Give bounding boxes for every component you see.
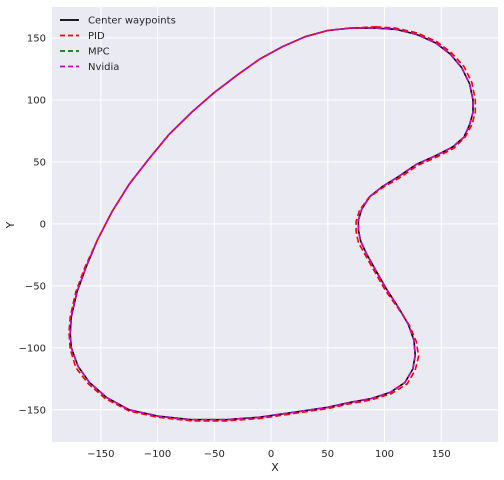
x-axis-label: X — [271, 461, 279, 474]
x-tick-label: 50 — [321, 449, 334, 460]
y-tick-label: −50 — [25, 281, 46, 292]
series-line-nvidia — [69, 27, 474, 421]
x-tick-label: 0 — [268, 449, 274, 460]
series-layer — [68, 26, 477, 422]
legend-entry-label: MPC — [88, 47, 110, 58]
y-tick-label: 100 — [27, 95, 46, 106]
y-tick-label: 150 — [27, 33, 46, 44]
plot-background — [52, 7, 498, 442]
x-tick-label: −50 — [204, 449, 225, 460]
x-tick-label: −150 — [87, 449, 114, 460]
legend-entry-label: Nvidia — [88, 62, 119, 73]
x-tick-label: 100 — [375, 449, 394, 460]
y-tick-label: −150 — [19, 405, 46, 416]
legend-entry-label: Center waypoints — [88, 16, 176, 27]
y-axis-ticks: −150 −100 −50 0 50 100 150 — [19, 33, 46, 416]
y-axis-label: Y — [4, 221, 17, 229]
x-tick-label: 150 — [432, 449, 451, 460]
x-tick-label: −100 — [144, 449, 171, 460]
y-tick-label: 0 — [40, 219, 46, 230]
legend-entry-label: PID — [88, 31, 105, 42]
y-tick-label: −100 — [19, 343, 46, 354]
y-tick-label: 50 — [33, 157, 46, 168]
legend: Center waypoints PID MPC Nvidia — [60, 16, 176, 73]
x-axis-ticks: −150 −100 −50 0 50 100 150 — [87, 449, 451, 460]
